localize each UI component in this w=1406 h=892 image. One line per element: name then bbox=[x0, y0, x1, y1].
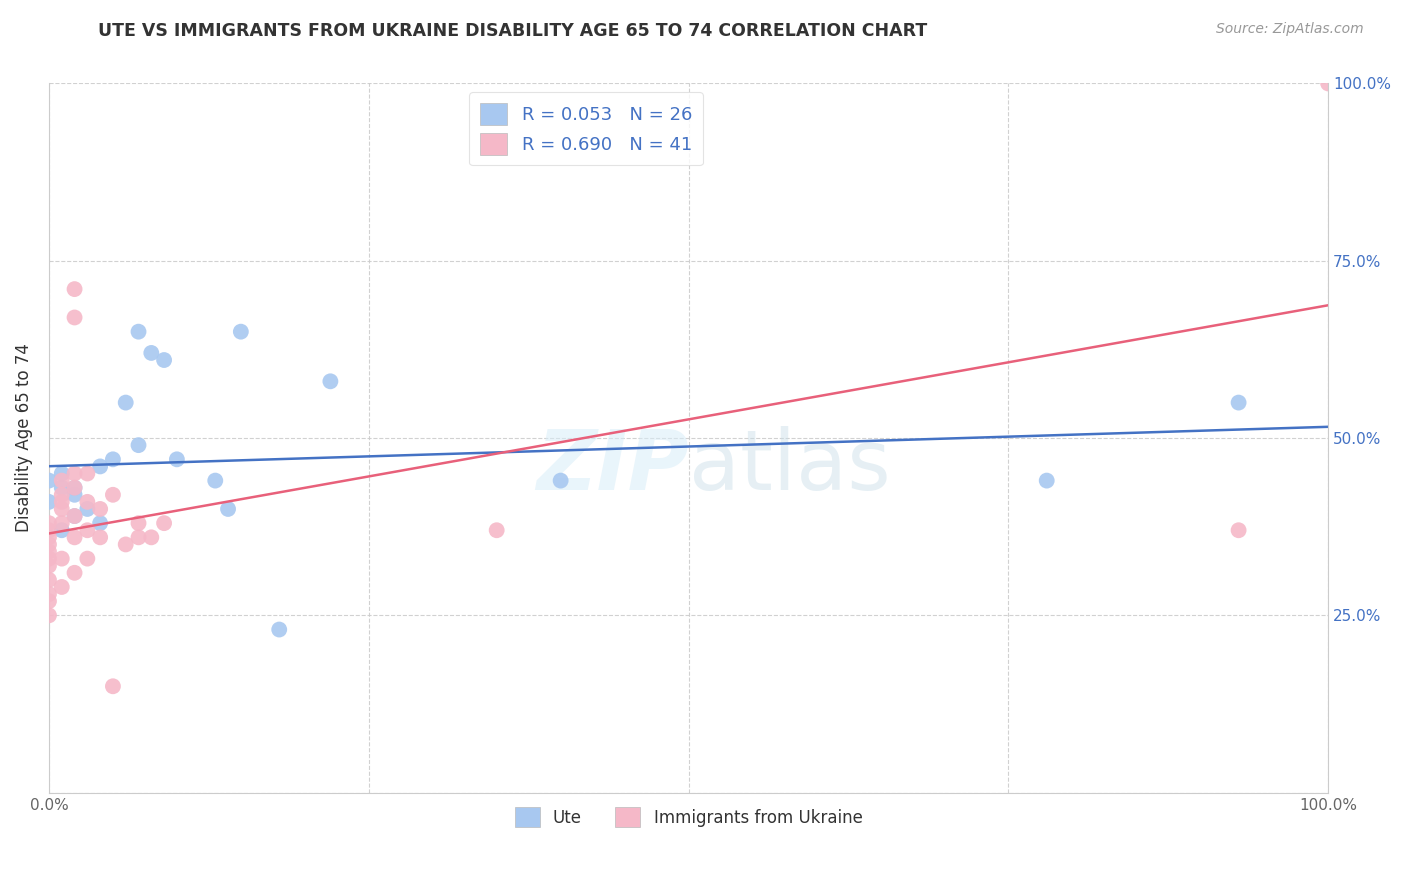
Point bbox=[63, 566, 86, 580]
Point bbox=[128, 325, 150, 339]
Point bbox=[204, 474, 226, 488]
Point bbox=[38, 608, 60, 623]
Point bbox=[51, 580, 73, 594]
Point bbox=[38, 530, 60, 544]
Text: ZIP: ZIP bbox=[536, 425, 689, 507]
Point bbox=[76, 495, 98, 509]
Point bbox=[101, 679, 124, 693]
Point bbox=[38, 495, 60, 509]
Y-axis label: Disability Age 65 to 74: Disability Age 65 to 74 bbox=[15, 343, 32, 533]
Point bbox=[51, 523, 73, 537]
Point bbox=[550, 474, 572, 488]
Point bbox=[63, 481, 86, 495]
Point bbox=[38, 551, 60, 566]
Point bbox=[63, 467, 86, 481]
Point bbox=[38, 537, 60, 551]
Point bbox=[63, 509, 86, 524]
Point bbox=[51, 502, 73, 516]
Point bbox=[101, 488, 124, 502]
Point bbox=[63, 310, 86, 325]
Point bbox=[128, 530, 150, 544]
Point bbox=[153, 353, 176, 368]
Text: Source: ZipAtlas.com: Source: ZipAtlas.com bbox=[1216, 22, 1364, 37]
Point bbox=[76, 523, 98, 537]
Point bbox=[51, 481, 73, 495]
Text: atlas: atlas bbox=[689, 425, 890, 507]
Point bbox=[38, 544, 60, 558]
Point bbox=[51, 467, 73, 481]
Point bbox=[51, 474, 73, 488]
Point bbox=[319, 374, 342, 388]
Point bbox=[89, 516, 111, 530]
Point bbox=[269, 623, 291, 637]
Point bbox=[38, 573, 60, 587]
Point bbox=[76, 551, 98, 566]
Point bbox=[38, 516, 60, 530]
Point bbox=[114, 395, 136, 409]
Point bbox=[38, 523, 60, 537]
Point bbox=[141, 346, 163, 360]
Point bbox=[76, 502, 98, 516]
Point bbox=[89, 530, 111, 544]
Point bbox=[1035, 474, 1057, 488]
Point bbox=[229, 325, 252, 339]
Point bbox=[128, 516, 150, 530]
Point bbox=[38, 558, 60, 573]
Point bbox=[51, 495, 73, 509]
Point bbox=[485, 523, 508, 537]
Point bbox=[1227, 395, 1250, 409]
Point bbox=[51, 551, 73, 566]
Point bbox=[101, 452, 124, 467]
Point bbox=[1317, 77, 1340, 91]
Point bbox=[1227, 523, 1250, 537]
Point bbox=[141, 530, 163, 544]
Point bbox=[76, 467, 98, 481]
Point bbox=[63, 509, 86, 524]
Point bbox=[217, 502, 239, 516]
Point bbox=[51, 488, 73, 502]
Point bbox=[89, 502, 111, 516]
Text: UTE VS IMMIGRANTS FROM UKRAINE DISABILITY AGE 65 TO 74 CORRELATION CHART: UTE VS IMMIGRANTS FROM UKRAINE DISABILIT… bbox=[98, 22, 928, 40]
Point bbox=[38, 594, 60, 608]
Point bbox=[89, 459, 111, 474]
Point bbox=[166, 452, 188, 467]
Point bbox=[153, 516, 176, 530]
Point bbox=[63, 488, 86, 502]
Point bbox=[63, 481, 86, 495]
Point bbox=[63, 530, 86, 544]
Legend: Ute, Immigrants from Ukraine: Ute, Immigrants from Ukraine bbox=[508, 800, 869, 834]
Point bbox=[51, 516, 73, 530]
Point bbox=[38, 474, 60, 488]
Point bbox=[128, 438, 150, 452]
Point bbox=[38, 587, 60, 601]
Point bbox=[63, 282, 86, 296]
Point bbox=[114, 537, 136, 551]
